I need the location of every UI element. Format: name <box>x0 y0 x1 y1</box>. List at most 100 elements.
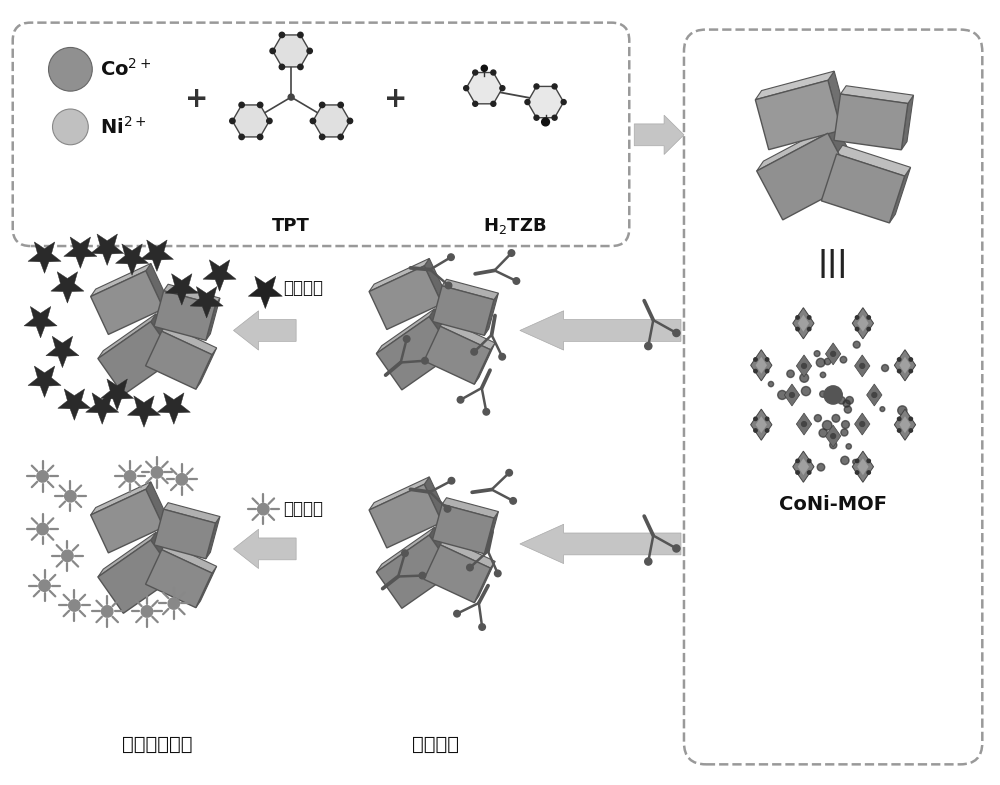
Circle shape <box>65 491 76 502</box>
Circle shape <box>824 358 831 365</box>
Circle shape <box>176 473 188 485</box>
Polygon shape <box>273 35 310 67</box>
Circle shape <box>279 64 285 70</box>
Circle shape <box>552 115 557 120</box>
Polygon shape <box>751 349 772 381</box>
Polygon shape <box>98 314 156 359</box>
Polygon shape <box>369 476 429 510</box>
Polygon shape <box>232 105 269 137</box>
Polygon shape <box>796 413 812 435</box>
Polygon shape <box>86 392 119 424</box>
Circle shape <box>855 316 859 319</box>
Polygon shape <box>798 315 809 332</box>
Polygon shape <box>101 379 134 411</box>
Circle shape <box>239 102 244 108</box>
Polygon shape <box>140 240 173 272</box>
Polygon shape <box>899 416 911 433</box>
Circle shape <box>882 364 889 371</box>
Polygon shape <box>164 502 220 523</box>
Circle shape <box>403 336 410 342</box>
Circle shape <box>831 433 836 439</box>
Circle shape <box>445 282 452 289</box>
Circle shape <box>820 391 826 397</box>
Circle shape <box>841 429 848 436</box>
Circle shape <box>444 506 451 512</box>
Polygon shape <box>64 237 97 268</box>
Circle shape <box>267 119 272 123</box>
Text: CoNi-MOF: CoNi-MOF <box>779 495 887 513</box>
Circle shape <box>768 382 774 387</box>
Circle shape <box>855 327 859 330</box>
Polygon shape <box>369 258 429 291</box>
Circle shape <box>320 134 325 140</box>
Circle shape <box>909 429 913 433</box>
Text: 固定抗体: 固定抗体 <box>412 735 459 754</box>
Circle shape <box>843 400 850 407</box>
Circle shape <box>807 316 811 319</box>
Circle shape <box>39 580 50 591</box>
Polygon shape <box>151 314 182 358</box>
Circle shape <box>807 327 811 330</box>
Circle shape <box>124 471 136 482</box>
Polygon shape <box>376 535 455 608</box>
Polygon shape <box>165 274 198 305</box>
Circle shape <box>831 392 839 400</box>
Circle shape <box>909 417 913 421</box>
Text: Co$^{2+}$: Co$^{2+}$ <box>100 58 151 80</box>
FancyArrow shape <box>520 311 681 350</box>
Circle shape <box>464 86 469 91</box>
Circle shape <box>897 358 901 361</box>
Circle shape <box>822 421 832 430</box>
Circle shape <box>897 417 901 421</box>
Polygon shape <box>828 123 861 182</box>
Circle shape <box>279 32 285 38</box>
Polygon shape <box>834 94 908 150</box>
Circle shape <box>552 84 557 89</box>
Circle shape <box>151 467 163 478</box>
Polygon shape <box>852 308 874 339</box>
Polygon shape <box>98 532 156 577</box>
Polygon shape <box>757 123 835 171</box>
Polygon shape <box>91 271 164 334</box>
Circle shape <box>471 349 477 355</box>
Circle shape <box>846 396 853 404</box>
Circle shape <box>820 372 826 378</box>
Circle shape <box>802 363 806 368</box>
Circle shape <box>52 109 88 144</box>
Polygon shape <box>28 242 61 273</box>
Circle shape <box>454 611 460 617</box>
Circle shape <box>69 600 80 612</box>
Polygon shape <box>841 86 914 104</box>
Circle shape <box>673 545 680 552</box>
FancyArrow shape <box>634 115 684 155</box>
Circle shape <box>561 100 566 104</box>
Polygon shape <box>24 306 57 338</box>
Polygon shape <box>91 482 151 515</box>
Polygon shape <box>484 293 498 335</box>
Circle shape <box>824 386 842 404</box>
Circle shape <box>506 469 512 476</box>
Circle shape <box>448 477 455 484</box>
Polygon shape <box>855 413 870 435</box>
Circle shape <box>754 429 757 433</box>
FancyArrow shape <box>520 524 681 564</box>
Polygon shape <box>474 561 495 603</box>
Circle shape <box>49 47 92 91</box>
Circle shape <box>765 417 769 421</box>
Circle shape <box>831 352 836 356</box>
Text: Ni$^{2+}$: Ni$^{2+}$ <box>100 116 147 138</box>
Polygon shape <box>146 482 169 528</box>
Circle shape <box>338 134 343 140</box>
Circle shape <box>513 278 520 284</box>
Polygon shape <box>46 336 79 367</box>
Polygon shape <box>784 384 800 406</box>
Polygon shape <box>474 343 495 385</box>
Polygon shape <box>127 396 161 427</box>
Circle shape <box>479 624 485 630</box>
Polygon shape <box>852 451 874 482</box>
Circle shape <box>819 429 827 437</box>
Polygon shape <box>98 322 176 395</box>
Polygon shape <box>825 425 841 447</box>
Polygon shape <box>793 308 814 339</box>
Polygon shape <box>484 512 498 553</box>
